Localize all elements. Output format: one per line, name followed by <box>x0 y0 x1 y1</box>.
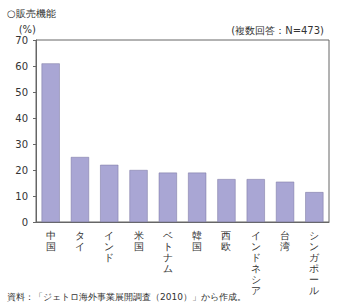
svg-text:50: 50 <box>15 87 28 98</box>
svg-text:シ: シ <box>251 274 261 285</box>
svg-text:ポ: ポ <box>309 263 319 274</box>
svg-text:○販売機能: ○販売機能 <box>7 8 56 19</box>
svg-text:ン: ン <box>104 241 114 252</box>
svg-text:西: 西 <box>221 230 231 241</box>
svg-text:国: 国 <box>134 241 144 252</box>
svg-text:シ: シ <box>309 230 319 241</box>
svg-text:ン: ン <box>251 241 261 252</box>
svg-text:イ: イ <box>104 230 114 241</box>
svg-text:20: 20 <box>15 165 28 176</box>
svg-text:ル: ル <box>309 285 319 296</box>
svg-text:ド: ド <box>104 252 114 263</box>
svg-text:ト: ト <box>163 241 173 252</box>
svg-text:イ: イ <box>75 241 85 252</box>
svg-text:ア: ア <box>251 285 261 296</box>
svg-text:欧: 欧 <box>221 241 231 252</box>
svg-text:米: 米 <box>134 230 144 241</box>
svg-text:10: 10 <box>15 191 28 202</box>
svg-text:ド: ド <box>251 252 261 263</box>
svg-text:国: 国 <box>192 241 202 252</box>
svg-text:ネ: ネ <box>251 263 261 274</box>
svg-text:イ: イ <box>251 230 261 241</box>
svg-text:30: 30 <box>15 139 28 150</box>
svg-text:ナ: ナ <box>163 252 173 263</box>
svg-text:タ: タ <box>75 230 85 241</box>
svg-text:70: 70 <box>15 35 28 46</box>
svg-text:ー: ー <box>309 274 319 285</box>
svg-text:ム: ム <box>163 263 173 274</box>
svg-text:中: 中 <box>46 230 56 241</box>
svg-text:国: 国 <box>46 241 56 252</box>
svg-text:(%): (%) <box>19 24 36 35</box>
svg-text:韓: 韓 <box>192 230 202 241</box>
svg-text:60: 60 <box>15 61 28 72</box>
svg-text:0: 0 <box>22 217 28 228</box>
svg-text:湾: 湾 <box>280 241 290 252</box>
svg-text:40: 40 <box>15 113 28 124</box>
svg-text:資料：「ジェトロ海外事業展開調査（2010）」から作成。: 資料：「ジェトロ海外事業展開調査（2010）」から作成。 <box>7 292 246 302</box>
svg-text:ベ: ベ <box>163 230 173 241</box>
svg-text:ン: ン <box>309 241 319 252</box>
svg-text:ガ: ガ <box>309 252 320 263</box>
svg-text:(複数回答：N=473): (複数回答：N=473) <box>231 25 324 36</box>
svg-text:台: 台 <box>280 230 290 241</box>
